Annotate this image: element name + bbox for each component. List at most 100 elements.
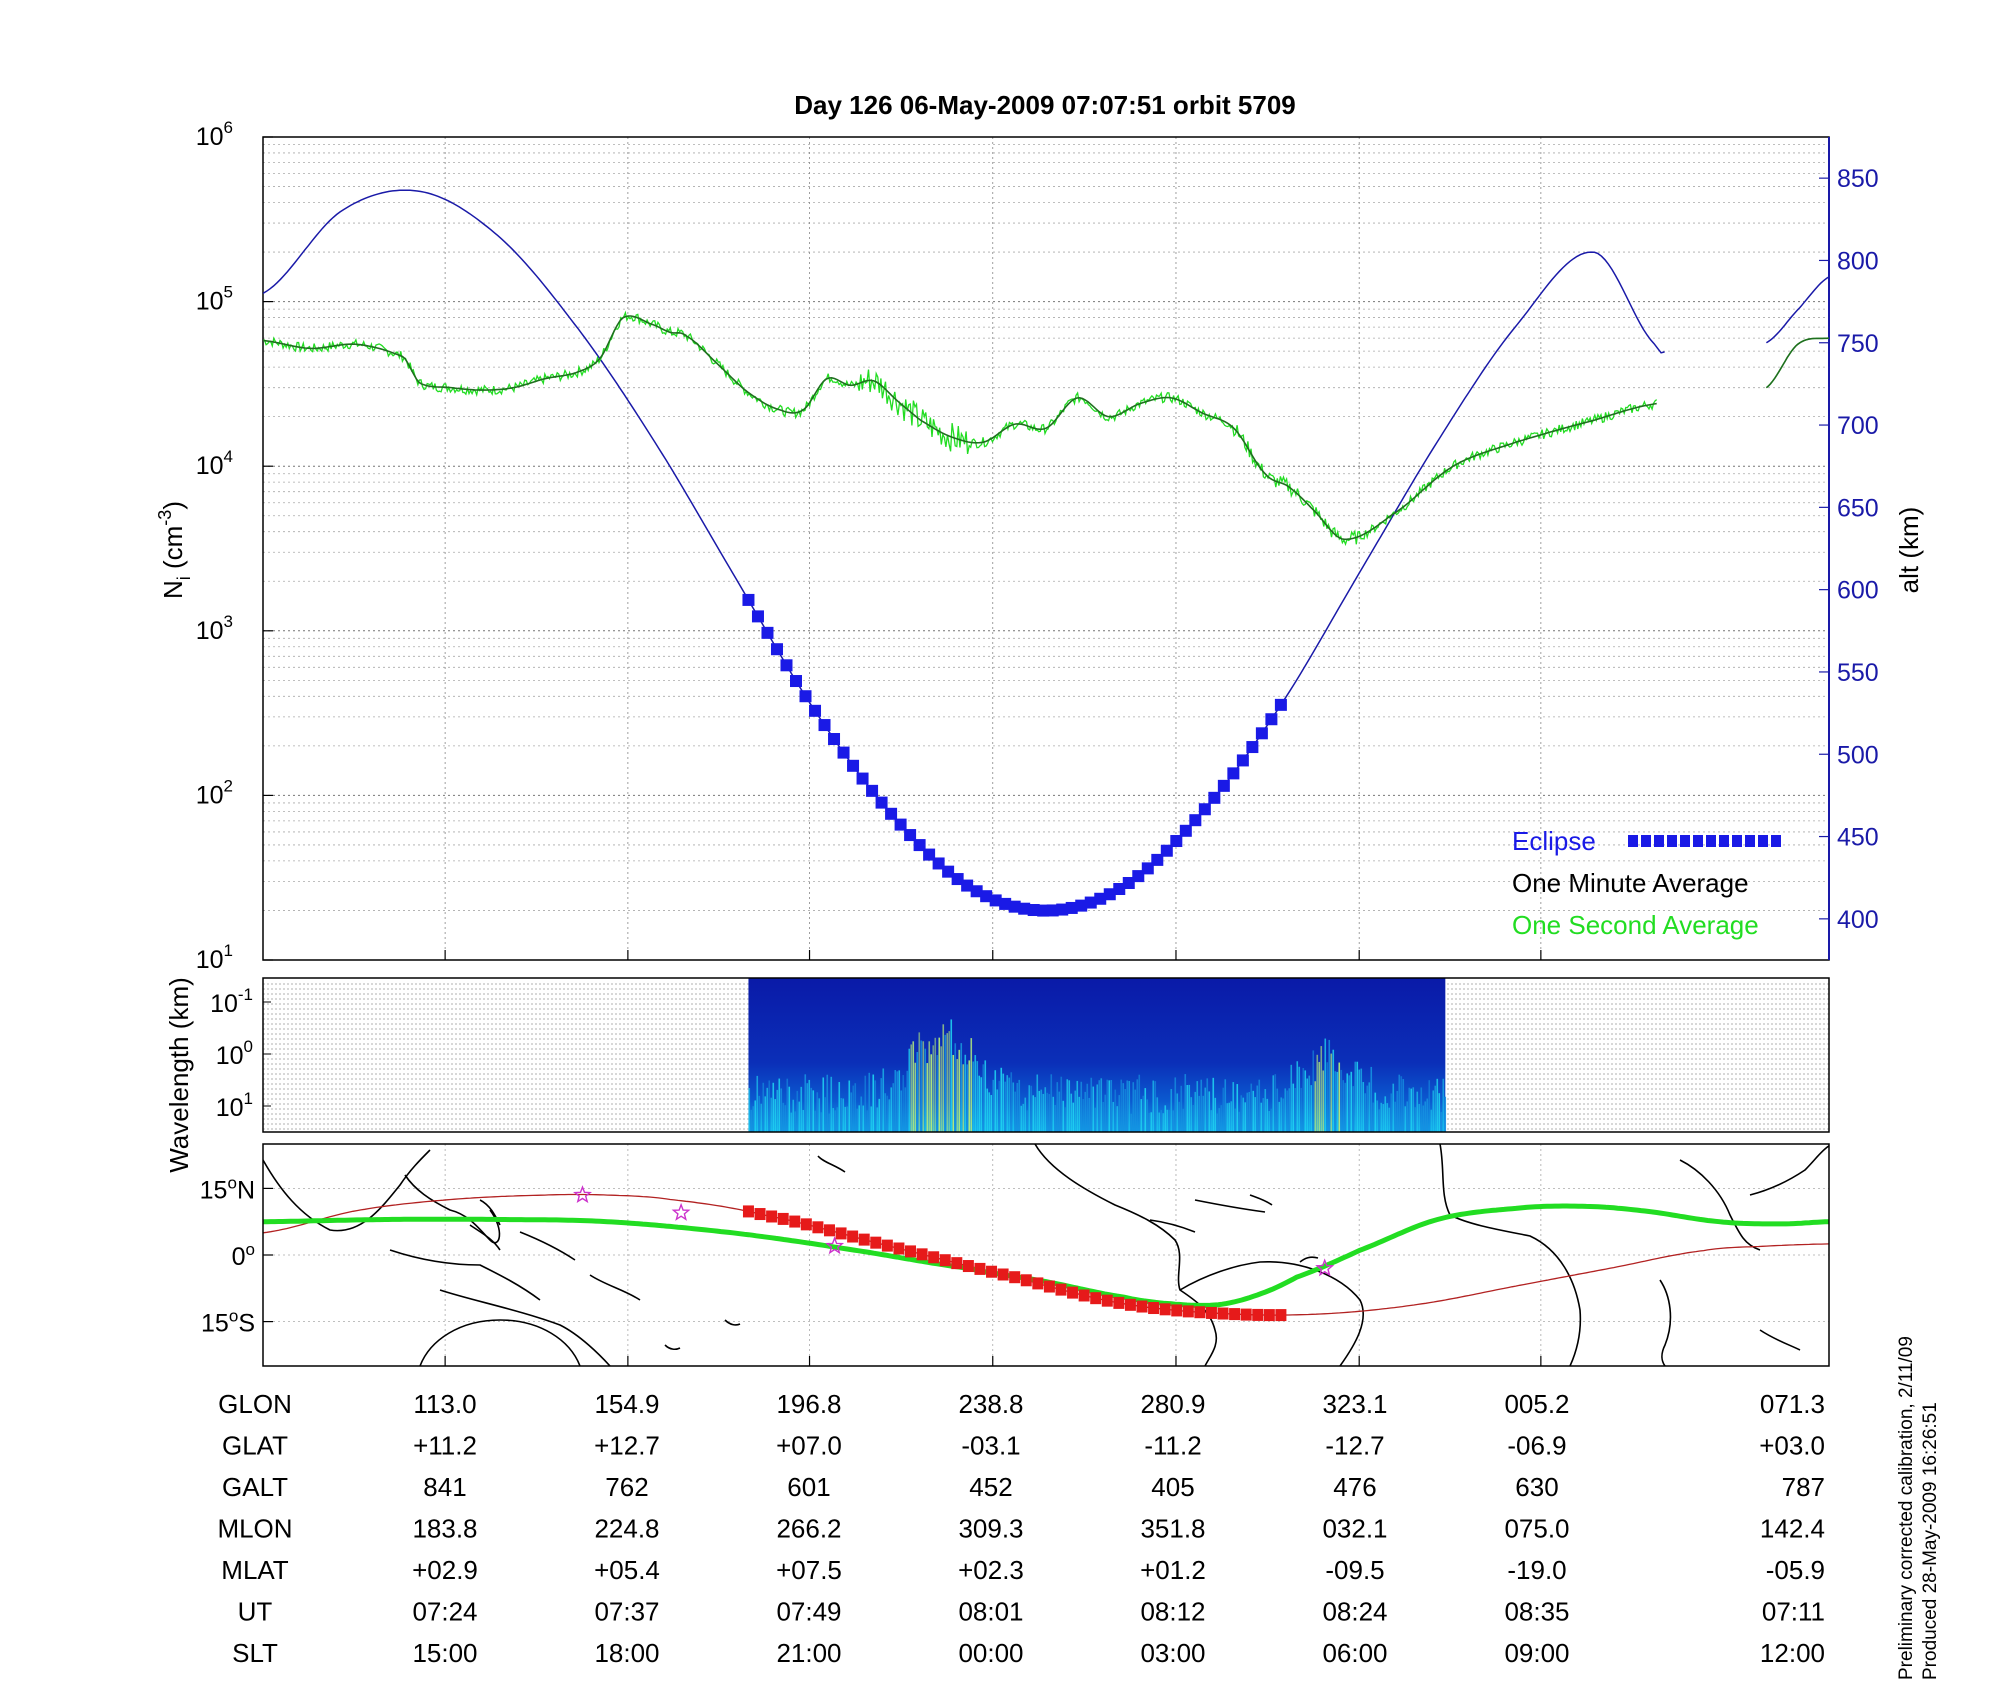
- spectrogram-column: [756, 1075, 759, 1132]
- spectrogram-column: [964, 1054, 967, 1132]
- eclipse-marker: [942, 865, 955, 878]
- spectrogram-column: [1350, 1071, 1353, 1132]
- spectrogram-column: [1210, 1110, 1213, 1132]
- spectrogram-column: [1338, 1062, 1341, 1132]
- spectrogram-column: [808, 1079, 811, 1132]
- table-cell: 07:24: [412, 1597, 477, 1627]
- spectrogram-column: [914, 1062, 917, 1132]
- spectrogram-column: [836, 1107, 839, 1132]
- spectrogram-column: [1240, 1095, 1243, 1132]
- spectrogram-column: [772, 1082, 775, 1132]
- spectrogram-column: [888, 1099, 891, 1132]
- one-second-average-tail: [1765, 337, 1829, 389]
- table-cell: 266.2: [776, 1514, 841, 1544]
- spectrogram-column: [894, 1070, 897, 1132]
- spectrogram-column: [1408, 1087, 1411, 1132]
- spectrogram-column: [1032, 1095, 1035, 1132]
- spectrogram-column: [1346, 1073, 1349, 1132]
- spectrogram-column: [948, 1031, 951, 1132]
- spectrogram-column: [828, 1113, 831, 1132]
- spectrogram-column: [1426, 1098, 1429, 1132]
- mid-tick-label: 101: [216, 1089, 253, 1122]
- right-tick-label: 700: [1837, 412, 1879, 440]
- table-cell: -03.1: [961, 1431, 1020, 1461]
- table-cell: 762: [605, 1472, 648, 1502]
- spectrogram-column: [1010, 1072, 1013, 1132]
- spectrogram-column: [1438, 1093, 1441, 1132]
- spectrogram-column: [1050, 1074, 1053, 1132]
- eclipse-marker: [866, 784, 879, 797]
- table-cell: 113.0: [413, 1389, 476, 1419]
- spectrogram-column: [884, 1093, 887, 1132]
- ylabel-left-sub: i: [174, 576, 194, 580]
- spectrogram-column: [918, 1032, 921, 1132]
- table-cell: 18:00: [594, 1638, 659, 1668]
- spectrogram-column: [1310, 1085, 1313, 1132]
- eclipse-marker: [1198, 803, 1211, 816]
- eclipse-marker: [951, 873, 964, 886]
- spectrogram-column: [898, 1070, 901, 1132]
- table-row-label: GLON: [218, 1389, 292, 1419]
- eclipse-marker: [1084, 896, 1097, 909]
- spectrogram-column: [1170, 1088, 1173, 1132]
- spectrogram-column: [860, 1096, 863, 1132]
- spectrogram-column: [1130, 1113, 1133, 1132]
- eclipse-marker: [970, 885, 983, 898]
- table-cell: -11.2: [1144, 1431, 1201, 1461]
- eclipse-marker: [847, 759, 860, 772]
- spectrogram-column: [1206, 1078, 1209, 1132]
- ground-track-eclipse-marker: [1148, 1302, 1160, 1315]
- spectrogram-column: [990, 1095, 993, 1132]
- spectrogram-column: [1366, 1085, 1369, 1132]
- ylabel-left-unit: (cm: [158, 526, 188, 577]
- spectrogram-column: [882, 1068, 885, 1132]
- spectrogram-column: [1352, 1086, 1355, 1132]
- ground-track-eclipse-marker: [1009, 1271, 1021, 1284]
- spectrogram-column: [824, 1097, 827, 1132]
- spectrogram-column: [1024, 1097, 1027, 1132]
- ground-track-eclipse-marker: [1182, 1305, 1194, 1318]
- ground-track-eclipse-marker: [1124, 1298, 1136, 1311]
- spectrogram-column: [1222, 1087, 1225, 1132]
- table-cell: 280.9: [1140, 1389, 1205, 1419]
- spectrogram-column: [1296, 1061, 1299, 1132]
- spectrogram-column: [1002, 1073, 1005, 1132]
- spectrogram-column: [1076, 1080, 1079, 1132]
- spectrogram-column: [934, 1037, 937, 1132]
- ground-track-eclipse-marker: [986, 1265, 998, 1278]
- ground-track-eclipse-marker: [1078, 1289, 1090, 1302]
- spectrogram-column: [1428, 1080, 1431, 1132]
- spectrogram-column: [1142, 1095, 1145, 1132]
- spectrogram-column: [976, 1061, 979, 1132]
- table-row-label: MLAT: [221, 1555, 289, 1585]
- ground-track-eclipse-marker: [1090, 1292, 1102, 1305]
- table-cell: 07:11: [1762, 1597, 1825, 1627]
- ground-track-eclipse-marker: [1020, 1274, 1032, 1287]
- spectrogram-column: [1122, 1083, 1125, 1132]
- table-cell: 08:12: [1140, 1597, 1205, 1627]
- spectrogram-column: [962, 1064, 965, 1132]
- spectrogram-column: [1384, 1096, 1387, 1132]
- spectrogram-column: [816, 1092, 819, 1132]
- spectrogram-column: [1202, 1095, 1205, 1132]
- table-cell: 07:37: [594, 1597, 659, 1627]
- spectrogram-column: [904, 1087, 907, 1132]
- spectrogram-column: [1140, 1099, 1143, 1132]
- spectrogram-column: [1300, 1087, 1303, 1132]
- spectrogram-column: [1400, 1076, 1403, 1132]
- spectrogram-column: [1200, 1079, 1203, 1132]
- ground-track-eclipse-marker: [1194, 1306, 1206, 1319]
- spectrogram-column: [792, 1099, 795, 1132]
- spectrogram-column: [800, 1086, 803, 1132]
- spectrogram-column: [1298, 1066, 1301, 1132]
- eclipse-marker: [1046, 904, 1059, 917]
- spectrogram-column: [1416, 1091, 1419, 1132]
- map-axis-ticks: 15oN 0o 15oS: [200, 1173, 1542, 1366]
- spectrogram-column: [1234, 1108, 1237, 1132]
- right-tick-label: 750: [1837, 330, 1879, 358]
- map-tick-label: 15oS: [201, 1307, 255, 1338]
- spectrogram-column: [950, 1019, 953, 1132]
- spectrogram-column: [1074, 1090, 1077, 1132]
- ground-track-eclipse-marker: [1067, 1286, 1079, 1299]
